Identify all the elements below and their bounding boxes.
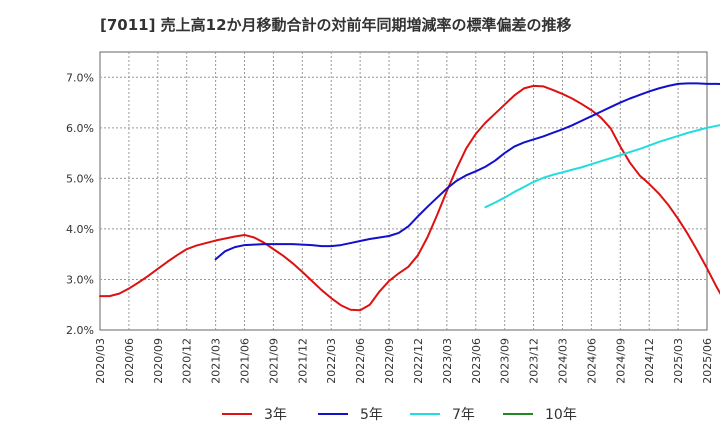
x-tick-label: 2022/06: [354, 338, 367, 384]
y-tick-label: 7.0%: [66, 71, 94, 84]
x-tick-label: 2020/12: [181, 338, 194, 384]
legend-label-0: 3年: [264, 407, 287, 423]
x-tick-label: 2024/12: [643, 338, 656, 384]
x-tick-label: 2022/12: [412, 338, 425, 384]
x-tick-label: 2020/09: [152, 338, 165, 384]
legend-label-2: 7年: [452, 407, 475, 423]
x-tick-label: 2021/06: [239, 338, 252, 384]
x-tick-label: 2023/12: [528, 338, 541, 384]
plot-area: 2020/03 2020/06 2020/09 2020/12 2021/03 2021/…: [66, 51, 720, 384]
x-tick-label: 2021/03: [210, 338, 223, 384]
x-tick-label: 2020/06: [123, 338, 136, 384]
series-line-0: [99, 84, 720, 312]
x-tick-label: 2024/09: [614, 338, 627, 384]
x-tick-label: 2025/06: [701, 338, 714, 384]
x-tick-label: 2024/06: [585, 338, 598, 384]
plot-frame: [99, 51, 708, 331]
x-tick-label: 2023/03: [441, 338, 454, 384]
x-tick-label: 2023/09: [499, 338, 512, 384]
x-tick-label: 2021/12: [296, 338, 309, 384]
y-tick-label: 3.0%: [66, 273, 94, 286]
y-tick-label: 5.0%: [66, 172, 94, 185]
x-tick-label: 2021/09: [267, 338, 280, 384]
series-line-2: [484, 124, 720, 209]
legend-label-1: 5年: [360, 407, 383, 423]
legend-label-3: 10年: [545, 407, 577, 423]
x-tick-label: 2023/06: [470, 338, 483, 384]
x-tick-label: 2022/09: [383, 338, 396, 384]
x-tick-label: 2020/03: [94, 338, 107, 384]
y-tick-label: 2.0%: [66, 324, 94, 337]
x-tick-label: 2022/03: [325, 338, 338, 384]
series-line-1: [214, 82, 720, 261]
chart-title: [7011] 売上高12か月移動合計の対前年同期増減率の標準偏差の推移: [100, 16, 572, 34]
x-tick-label: 2025/03: [672, 338, 685, 384]
y-tick-label: 6.0%: [66, 122, 94, 135]
legend: 3年 5年 7年 10年: [222, 407, 577, 423]
x-tick-label: 2024/03: [556, 338, 569, 384]
y-tick-label: 4.0%: [66, 223, 94, 236]
